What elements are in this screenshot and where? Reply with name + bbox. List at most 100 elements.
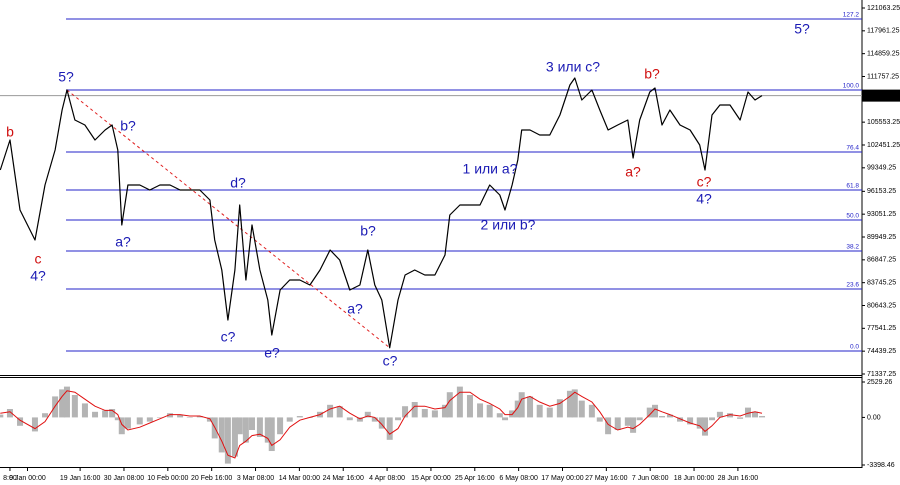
histogram-bar <box>759 416 766 418</box>
y-tick-label: 96153.25 <box>867 188 896 195</box>
histogram-bar <box>737 417 744 419</box>
histogram-bar <box>146 417 153 422</box>
y-tick-label: 105553.25 <box>867 119 900 126</box>
histogram-bar <box>441 404 448 418</box>
histogram-bar <box>236 417 243 435</box>
x-tick-label: 9 Jan 00:00 <box>9 475 46 482</box>
fib-level-label: 23.6 <box>846 282 859 289</box>
x-tick-label: 18 Jun 00:00 <box>674 475 715 482</box>
histogram-bar <box>659 416 666 418</box>
wave-label: c? <box>221 329 236 345</box>
histogram-bar <box>17 417 24 426</box>
x-tick-label: 14 Mar 00:00 <box>279 475 320 482</box>
histogram-bar <box>364 411 371 418</box>
histogram-bar <box>136 417 143 425</box>
histogram-bar <box>527 396 534 418</box>
wave-label: 4? <box>696 191 712 207</box>
histogram-bar <box>118 417 125 435</box>
histogram-bar <box>31 417 38 432</box>
histogram-bar <box>588 404 595 418</box>
y-tick-label: 99349.25 <box>867 165 896 172</box>
histogram-bar <box>124 417 131 429</box>
y-tick-label: 2529.26 <box>867 379 892 386</box>
signal-line <box>0 390 763 459</box>
wave-label: b <box>6 124 14 140</box>
wave-label: d? <box>230 175 246 191</box>
fib-level-label: 100.0 <box>843 83 860 90</box>
y-tick-label: 93051.25 <box>867 211 896 218</box>
fib-level-label: 50.0 <box>846 213 859 220</box>
y-tick-label: 89949.25 <box>867 234 896 241</box>
current-price-box <box>862 89 900 102</box>
fib-level-label: 76.4 <box>846 145 859 152</box>
histogram-bar <box>518 392 525 418</box>
x-tick-label: 8:00 <box>3 475 17 482</box>
x-tick-label: 3 Mar 08:00 <box>237 475 274 482</box>
x-tick-label: 28 Jun 16:00 <box>718 475 759 482</box>
histogram-bar <box>605 417 612 435</box>
histogram-bar <box>0 414 4 418</box>
histogram-bar <box>63 386 70 418</box>
histogram-bar <box>346 417 353 421</box>
histogram-bar <box>646 407 653 418</box>
histogram-bar <box>277 417 284 435</box>
histogram-bar <box>546 407 553 418</box>
x-tick-label: 10 Feb 00:00 <box>147 475 188 482</box>
histogram-bar <box>630 417 637 433</box>
histogram-bar <box>286 417 293 422</box>
fib-level-label: 127.2 <box>843 12 860 19</box>
histogram-bar <box>59 389 66 418</box>
histogram-bar <box>677 417 684 422</box>
histogram-bar <box>386 417 393 440</box>
y-tick-label: 86847.25 <box>867 257 896 264</box>
histogram-bar <box>421 409 428 418</box>
histogram-bar <box>709 417 716 421</box>
y-tick-label: 114859.25 <box>867 51 900 58</box>
histogram-bar <box>596 417 603 422</box>
histogram-bar <box>378 417 385 429</box>
wave-label: 2 или b? <box>481 217 536 233</box>
histogram-bar <box>196 416 203 418</box>
histogram-bar <box>81 403 88 418</box>
histogram-bar <box>371 417 378 422</box>
histogram-bar <box>571 389 578 418</box>
y-tick-label: -3398.46 <box>867 462 895 469</box>
wave-label: b? <box>360 223 376 239</box>
y-tick-label: 102451.25 <box>867 142 900 149</box>
histogram-bar <box>556 399 563 418</box>
histogram-bar <box>536 404 543 418</box>
histogram-bar <box>156 417 163 418</box>
wave-label: 4? <box>30 268 46 284</box>
histogram-bar <box>177 414 184 418</box>
wave-label: c? <box>697 174 712 190</box>
x-tick-label: 19 Jan 16:00 <box>60 475 101 482</box>
histogram-bar <box>578 400 585 418</box>
histogram-bar <box>356 417 363 422</box>
histogram-bar <box>264 417 271 443</box>
histogram-bar <box>114 417 121 421</box>
histogram-bar <box>71 395 78 418</box>
histogram-bar <box>256 417 263 438</box>
histogram-bar <box>402 406 409 418</box>
histogram-bar <box>624 417 631 426</box>
fib-level-label: 0.0 <box>850 344 859 351</box>
histogram-bar <box>92 411 99 418</box>
histogram-bar <box>296 416 303 418</box>
histogram-bar <box>514 400 521 418</box>
histogram-bar <box>752 411 759 418</box>
y-tick-label: 80643.25 <box>867 302 896 309</box>
wave-label: b? <box>120 118 136 134</box>
y-tick-label: 121063.25 <box>867 5 900 12</box>
y-tick-label: 83745.25 <box>867 280 896 287</box>
histogram-bar <box>224 417 231 464</box>
wave-label: c? <box>383 353 398 369</box>
histogram-bar <box>336 406 343 418</box>
y-tick-label: 0.00 <box>867 414 881 421</box>
x-tick-label: 15 Apr 00:00 <box>411 475 451 482</box>
histogram-bar <box>566 390 573 418</box>
histogram-bar <box>268 417 275 452</box>
histogram-bar <box>327 404 334 418</box>
x-tick-label: 25 Apr 16:00 <box>455 475 495 482</box>
wave-label: 3 или c? <box>546 59 600 75</box>
